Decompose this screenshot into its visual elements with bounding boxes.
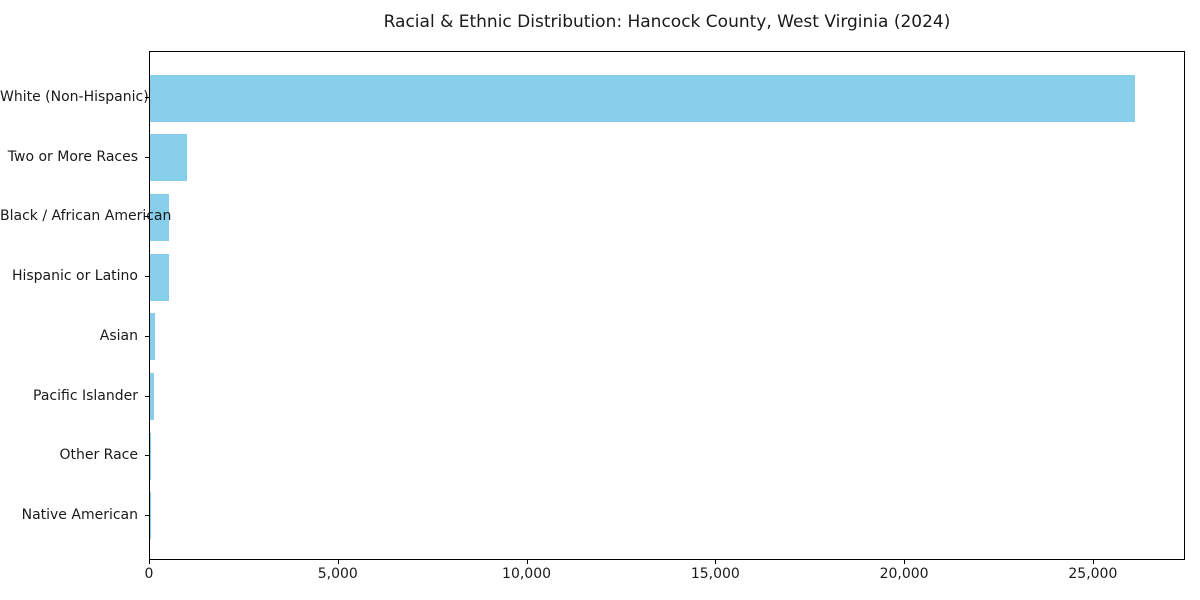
ytick-label-asian: Asian	[99, 327, 138, 344]
bar-black-african-american	[150, 193, 170, 241]
xtick-label-0: 0	[144, 566, 154, 582]
ytick-mark	[145, 156, 149, 158]
xtick-mark	[1092, 560, 1094, 564]
bar-hispanic-or-latino	[150, 253, 170, 301]
ytick-label-two-or-more-races: Two or More Races	[7, 148, 138, 165]
xtick-mark	[526, 560, 528, 564]
ytick-label-hispanic-or-latino: Hispanic or Latino	[11, 268, 138, 285]
ytick-mark	[145, 216, 149, 218]
xtick-mark	[337, 560, 339, 564]
xtick-label-25000: 25,000	[1068, 566, 1118, 582]
bar-two-or-more-races	[150, 134, 187, 182]
xtick-mark	[149, 560, 150, 564]
xtick-label-5000: 5,000	[317, 566, 358, 582]
ytick-mark	[145, 455, 149, 457]
chart-title: Racial & Ethnic Distribution: Hancock Co…	[383, 12, 951, 32]
bar-other-race	[150, 432, 151, 480]
ytick-mark	[145, 97, 149, 98]
ytick-label-other-race: Other Race	[59, 447, 138, 464]
ytick-label-black-african-american: Black / African American	[0, 208, 172, 225]
ytick-label-white-non-hispanic: White (Non-Hispanic)	[0, 89, 149, 105]
xtick-mark	[715, 560, 717, 564]
xtick-label-15000: 15,000	[690, 566, 740, 582]
ytick-mark	[145, 514, 149, 516]
bar-pacific-islander	[150, 373, 154, 420]
bar-white-non-hispanic	[150, 74, 1135, 122]
xtick-label-20000: 20,000	[879, 566, 929, 582]
ytick-mark	[145, 335, 149, 337]
ytick-label-pacific-islander: Pacific Islander	[33, 387, 138, 404]
bar-asian	[150, 313, 156, 361]
ytick-mark	[145, 276, 149, 278]
xtick-mark	[904, 560, 906, 564]
ytick-label-native-american: Native American	[21, 506, 138, 523]
xtick-label-10000: 10,000	[502, 566, 552, 582]
plot-area	[149, 51, 1185, 560]
ytick-mark	[145, 395, 149, 397]
